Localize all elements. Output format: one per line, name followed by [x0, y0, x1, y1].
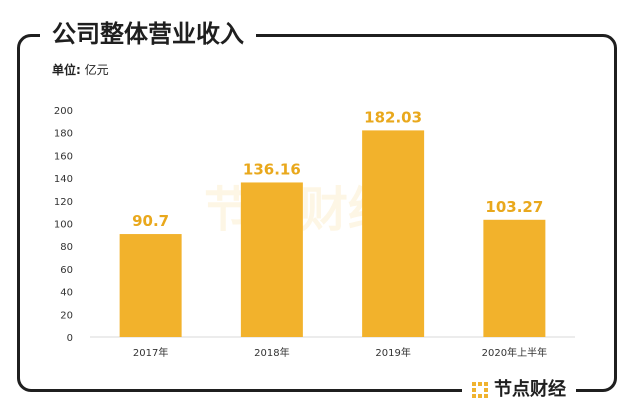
chart-title: 公司整体营业收入: [40, 18, 256, 50]
y-tick-label: 80: [60, 242, 73, 253]
chart-frame: [17, 34, 617, 392]
bar: [362, 130, 425, 337]
x-category-label: 2018年: [254, 346, 289, 359]
y-tick-label: 40: [60, 288, 73, 299]
unit-label: 单位:: [52, 63, 81, 77]
y-tick-label: 100: [54, 220, 73, 231]
unit-row: 单位: 亿元: [52, 61, 109, 78]
y-tick-label: 60: [60, 265, 73, 276]
brand-grid-icon: [472, 382, 488, 398]
y-tick-label: 0: [67, 333, 73, 344]
y-tick-label: 180: [54, 129, 73, 140]
bar: [483, 219, 546, 337]
unit-value: 亿元: [84, 63, 109, 77]
y-tick-label: 120: [54, 197, 73, 208]
y-tick-label: 160: [54, 151, 73, 162]
bar: [240, 182, 303, 337]
bar-value-label: 182.03: [364, 108, 422, 126]
y-tick-label: 200: [54, 106, 73, 117]
bar: [119, 234, 182, 337]
bar-value-label: 90.7: [132, 212, 169, 230]
bar-value-label: 136.16: [243, 160, 301, 178]
bar-value-label: 103.27: [485, 198, 543, 216]
x-category-label: 2017年: [133, 346, 168, 359]
x-category-label: 2019年: [375, 346, 410, 359]
brand-logo: 节点财经: [462, 376, 576, 404]
x-category-label: 2020年上半年: [482, 346, 547, 359]
y-tick-label: 140: [54, 174, 73, 185]
brand-name: 节点财经: [494, 379, 566, 400]
y-tick-label: 20: [60, 310, 73, 321]
